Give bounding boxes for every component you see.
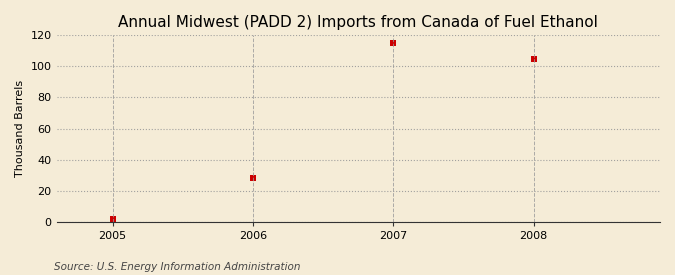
Title: Annual Midwest (PADD 2) Imports from Canada of Fuel Ethanol: Annual Midwest (PADD 2) Imports from Can… xyxy=(118,15,598,30)
Y-axis label: Thousand Barrels: Thousand Barrels xyxy=(15,80,25,177)
Text: Source: U.S. Energy Information Administration: Source: U.S. Energy Information Administ… xyxy=(54,262,300,272)
